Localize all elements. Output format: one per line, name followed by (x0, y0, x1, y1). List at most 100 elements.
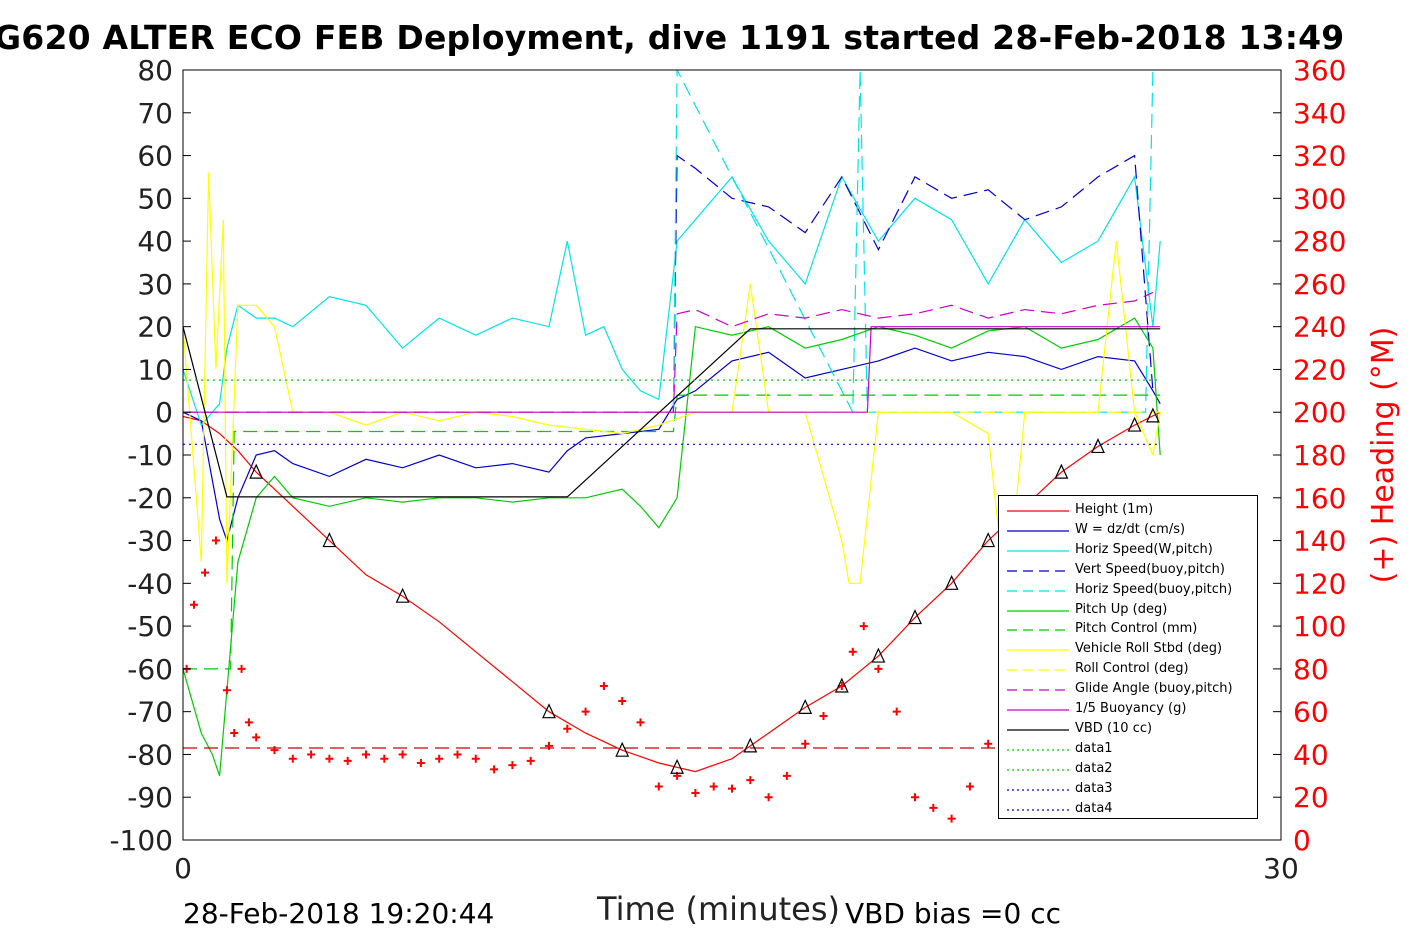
legend-swatch (1007, 689, 1069, 691)
legend-item: Roll Control (deg) (999, 659, 1257, 679)
legend-swatch (1007, 589, 1069, 592)
y-tick-label: 70 (137, 97, 173, 130)
y-tick-label: -20 (127, 482, 173, 515)
heading-marker (563, 724, 572, 733)
heading-marker (911, 793, 919, 802)
y2-tick-label: 80 (1293, 653, 1329, 686)
legend-label: data3 (1075, 780, 1113, 796)
heading-marker (471, 754, 480, 763)
y-tick-label: 50 (137, 182, 173, 215)
heading-marker (252, 733, 261, 742)
legend-label: data4 (1075, 800, 1113, 816)
y2-axis-label: (+) Heading (°M) (1366, 327, 1401, 584)
legend-item: VBD (10 cc) (999, 719, 1257, 739)
y2-tick-label: 220 (1293, 353, 1346, 386)
heading-marker (654, 782, 663, 791)
heading-marker (508, 761, 517, 770)
legend-item: Vehicle Roll Stbd (deg) (999, 639, 1257, 659)
y-tick-label: -60 (127, 653, 173, 686)
heading-marker (874, 664, 883, 673)
depth-marker (395, 587, 410, 603)
heading-marker (728, 784, 736, 793)
legend-item: Horiz Speed(buoy,pitch) (999, 580, 1257, 600)
heading-marker (848, 647, 857, 656)
x-tick-label: 30 (1263, 852, 1299, 885)
y2-tick-label: 0 (1293, 824, 1311, 857)
legend-label: Pitch Up (deg) (1075, 601, 1168, 617)
legend-item: Horiz Speed(W,pitch) (999, 540, 1257, 560)
y2-tick-label: 20 (1293, 781, 1329, 814)
heading-marker (398, 750, 407, 759)
heading-marker (709, 782, 718, 791)
y2-tick-label: 300 (1293, 182, 1346, 215)
legend-label: data1 (1075, 740, 1113, 756)
y-tick-label: 20 (137, 311, 173, 344)
y2-tick-label: 200 (1293, 396, 1346, 429)
heading-marker (416, 759, 425, 767)
legend-item: data2 (999, 759, 1257, 779)
y-tick-label: 40 (137, 225, 173, 258)
y-tick-label: 60 (137, 140, 173, 173)
heading-marker (307, 750, 316, 759)
chart-title: G620 ALTER ECO FEB Deployment, dive 1191… (0, 18, 1345, 57)
heading-marker (435, 754, 444, 763)
legend-swatch (1007, 609, 1069, 612)
legend-swatch (1007, 629, 1069, 632)
series-pitch_up (183, 317, 1161, 776)
legend-swatch (1007, 729, 1069, 731)
heading-marker (545, 741, 553, 750)
y2-tick-label: 260 (1293, 268, 1346, 301)
footer-timestamp: 28-Feb-2018 19:20:44 (183, 897, 495, 930)
heading-marker (270, 746, 279, 755)
heading-marker (189, 600, 198, 609)
heading-marker (746, 776, 755, 785)
depth-marker (944, 574, 959, 590)
depth-marker (1091, 438, 1105, 454)
heading-marker (599, 682, 608, 690)
y-tick-label: -100 (109, 824, 173, 857)
heading-marker (947, 814, 956, 823)
series-height (183, 411, 1161, 773)
heading-marker (892, 707, 901, 716)
heading-marker (618, 696, 627, 705)
series-horiz_buoy (672, 70, 1154, 413)
y2-tick-label: 40 (1293, 738, 1329, 771)
y2-tick-label: 360 (1293, 54, 1346, 87)
legend-label: Vert Speed(buoy,pitch) (1075, 561, 1225, 577)
heading-marker (362, 750, 370, 759)
heading-marker (222, 686, 231, 695)
y2-tick-label: 280 (1293, 225, 1346, 258)
heading-marker (526, 756, 535, 765)
legend-label: Glide Angle (buoy,pitch) (1075, 681, 1233, 697)
legend-label: 1/5 Buoyancy (g) (1075, 701, 1187, 716)
legend-item: Pitch Up (deg) (999, 600, 1257, 620)
legend-swatch (1007, 530, 1069, 532)
heading-marker (929, 803, 938, 812)
heading-marker (490, 765, 499, 774)
y2-tick-label: 340 (1293, 97, 1346, 130)
legend-item: data1 (999, 739, 1257, 759)
legend-item: data3 (999, 779, 1257, 799)
y-tick-label: -80 (127, 738, 173, 771)
series-vert_buoy (672, 154, 1154, 413)
legend-swatch (1007, 669, 1069, 671)
heading-marker (965, 782, 974, 791)
y2-tick-label: 60 (1293, 696, 1329, 729)
plot-area (183, 70, 1165, 823)
heading-marker (801, 739, 810, 748)
heading-marker (636, 718, 645, 727)
depth-marker (670, 758, 685, 774)
legend-label: data2 (1075, 760, 1113, 776)
heading-marker (230, 729, 239, 738)
legend-swatch (1007, 550, 1069, 552)
legend-item: 1/5 Buoyancy (g) (999, 699, 1257, 719)
legend-item: Glide Angle (buoy,pitch) (999, 679, 1257, 699)
legend-label: Vehicle Roll Stbd (deg) (1075, 641, 1223, 657)
depth-marker (1145, 407, 1160, 423)
depth-marker (908, 609, 922, 625)
legend-swatch (1007, 788, 1069, 791)
y-tick-label: -50 (127, 610, 173, 643)
heading-marker (984, 739, 993, 748)
series-buoy (183, 326, 1161, 413)
legend-item: Vert Speed(buoy,pitch) (999, 560, 1257, 580)
